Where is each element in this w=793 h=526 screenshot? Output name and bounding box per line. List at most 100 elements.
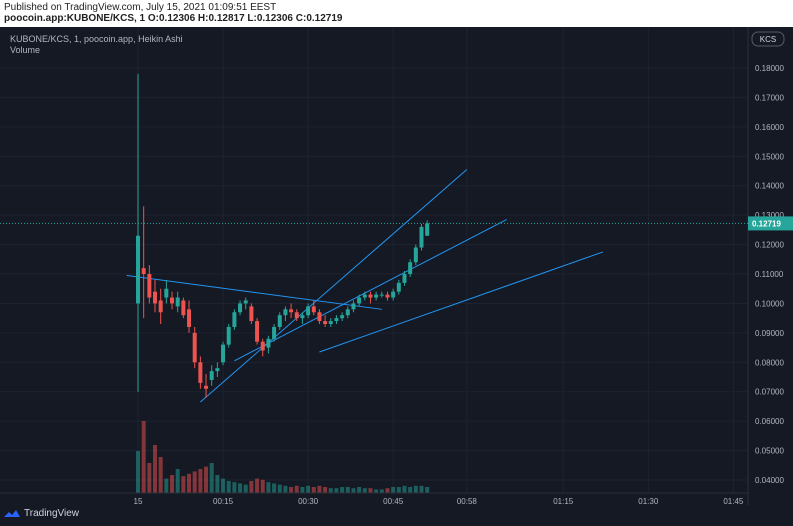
candle[interactable] xyxy=(243,297,248,310)
candle[interactable] xyxy=(374,291,379,301)
candle-body xyxy=(351,303,356,310)
chart-area[interactable]: 0.18000 0.17000 0.16000 0.15000 0.14000 0.130… xyxy=(0,27,793,509)
candle[interactable] xyxy=(215,362,220,377)
volume-bar xyxy=(391,487,396,493)
trendline[interactable] xyxy=(234,219,507,362)
volume-bar xyxy=(379,489,384,493)
price-tick-label: 0.05000 xyxy=(755,447,784,456)
candle-body xyxy=(345,309,350,316)
volume-bar xyxy=(419,485,424,493)
candle[interactable] xyxy=(272,324,277,342)
candle-body xyxy=(323,321,328,325)
candle[interactable] xyxy=(198,356,203,389)
candle[interactable] xyxy=(266,335,271,354)
candle[interactable] xyxy=(164,279,169,304)
candle[interactable] xyxy=(187,300,192,333)
candle[interactable] xyxy=(419,223,424,251)
candle-body xyxy=(402,274,407,283)
candle[interactable] xyxy=(408,259,413,277)
candle[interactable] xyxy=(300,312,305,325)
volume-bar xyxy=(243,484,248,493)
candle[interactable] xyxy=(391,288,396,301)
candle[interactable] xyxy=(368,291,373,304)
candle[interactable] xyxy=(238,300,243,316)
candle[interactable] xyxy=(232,309,237,330)
candle[interactable] xyxy=(221,341,226,366)
trendline[interactable] xyxy=(319,251,604,353)
candle[interactable] xyxy=(209,365,214,386)
candle[interactable] xyxy=(289,303,294,319)
candle[interactable] xyxy=(323,315,328,327)
candle[interactable] xyxy=(385,291,390,301)
candle[interactable] xyxy=(175,291,180,313)
candle[interactable] xyxy=(396,279,401,295)
candle-body xyxy=(362,294,367,298)
candle[interactable] xyxy=(136,73,140,392)
candle[interactable] xyxy=(351,300,356,313)
candle[interactable] xyxy=(141,206,146,319)
volume-bar xyxy=(311,487,316,493)
volume-bar xyxy=(232,482,237,493)
candle[interactable] xyxy=(402,271,407,286)
candle[interactable] xyxy=(283,306,288,322)
ohlc-summary: poocoin.app:KUBONE/KCS, 1 O:0.12306 H:0.… xyxy=(4,13,343,24)
volume-bar xyxy=(294,485,299,493)
candle[interactable] xyxy=(379,291,384,298)
volume-bar xyxy=(192,471,197,493)
candle[interactable] xyxy=(260,338,265,357)
volume-bar xyxy=(306,485,311,493)
time-tick-label: 00:58 xyxy=(457,497,478,506)
candle-body xyxy=(294,312,299,319)
candle[interactable] xyxy=(328,318,333,327)
last-price-label: 0.12719 xyxy=(752,219,781,228)
candle[interactable] xyxy=(317,309,322,325)
candle[interactable] xyxy=(153,279,158,313)
currency-badge[interactable]: KCS xyxy=(751,31,785,47)
publish-header: Published on TradingView.com, July 15, 2… xyxy=(0,0,793,26)
candle[interactable] xyxy=(311,300,316,316)
candle[interactable] xyxy=(425,220,430,236)
candle[interactable] xyxy=(413,244,418,266)
candle-body xyxy=(192,332,197,363)
tradingview-logo-icon xyxy=(4,509,20,517)
price-tick-label: 0.15000 xyxy=(755,152,784,161)
volume-bar xyxy=(385,488,390,493)
candle[interactable] xyxy=(226,324,231,348)
candle[interactable] xyxy=(340,312,345,322)
candle[interactable] xyxy=(277,312,282,330)
price-chart[interactable]: 0.18000 0.17000 0.16000 0.15000 0.14000 0.130… xyxy=(0,27,793,509)
trendline[interactable] xyxy=(126,274,382,310)
candle[interactable] xyxy=(192,326,197,369)
trendline[interactable] xyxy=(200,169,468,403)
candle-body xyxy=(175,297,180,307)
volume-bar xyxy=(425,487,430,493)
tradingview-logo[interactable]: TradingView xyxy=(4,508,79,519)
volume-bar xyxy=(158,457,163,493)
volume-bar xyxy=(413,485,418,493)
candle[interactable] xyxy=(357,294,362,307)
candle[interactable] xyxy=(181,297,186,319)
candle[interactable] xyxy=(306,303,311,319)
grid xyxy=(0,27,748,493)
candle[interactable] xyxy=(294,309,299,322)
last-price-badge xyxy=(748,216,793,231)
candle[interactable] xyxy=(345,306,350,319)
candle-body xyxy=(232,312,237,327)
candle[interactable] xyxy=(158,288,163,325)
candle[interactable] xyxy=(170,291,175,310)
candle[interactable] xyxy=(362,291,367,301)
candle[interactable] xyxy=(147,265,152,304)
candle-body xyxy=(266,338,271,348)
candle-body xyxy=(147,274,152,298)
candle[interactable] xyxy=(204,374,209,398)
candle-body xyxy=(255,321,260,342)
candle[interactable] xyxy=(334,315,339,325)
volume-bar xyxy=(357,487,362,493)
candle[interactable] xyxy=(249,303,254,325)
volume-bar xyxy=(141,421,146,493)
candle-body xyxy=(209,371,214,380)
candle-body xyxy=(164,288,169,298)
candle[interactable] xyxy=(255,318,260,345)
volume-bar xyxy=(277,484,282,493)
volume-bar xyxy=(272,483,277,493)
